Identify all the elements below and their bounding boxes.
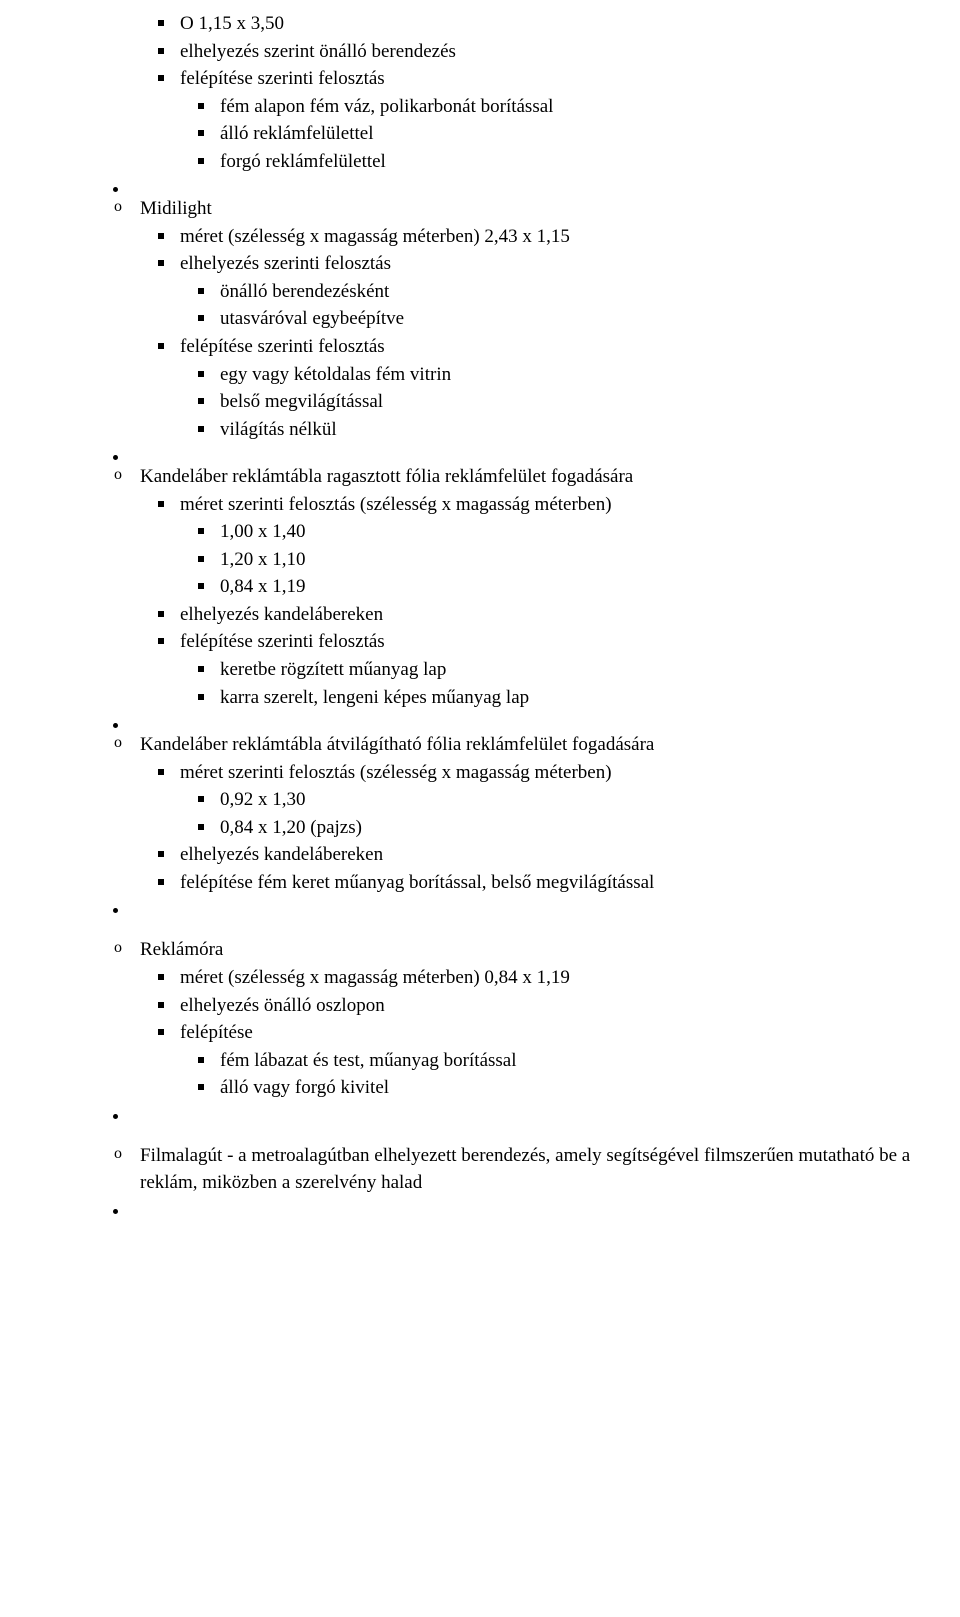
bullet-spacer	[130, 711, 940, 731]
list-sub-item: forgó reklámfelülettel	[180, 148, 940, 176]
list-text: felépítése szerinti felosztás	[180, 336, 385, 357]
section-midilight: Midilight méret (szélesség x magasság mé…	[100, 195, 940, 443]
list-text: 0,92 x 1,30	[220, 789, 306, 810]
list-item: felépítése szerinti felosztás keretbe rö…	[140, 628, 940, 711]
list-sub-item: világítás nélkül	[180, 416, 940, 444]
list-sub-item: önálló berendezésként	[180, 278, 940, 306]
list-text: 1,20 x 1,10	[220, 549, 306, 570]
bullet-spacer	[130, 896, 940, 916]
list-text: elhelyezés kandelábereken	[180, 844, 383, 865]
list-item: méret szerinti felosztás (szélesség x ma…	[140, 491, 940, 601]
list-text: méret szerinti felosztás (szélesség x ma…	[180, 494, 612, 515]
list-text: fém alapon fém váz, polikarbonát borítás…	[220, 96, 553, 117]
list-text: egy vagy kétoldalas fém vitrin	[220, 364, 451, 385]
list-text: felépítése	[180, 1022, 253, 1043]
section-kandelaber-ragasztott: Kandeláber reklámtábla ragasztott fólia …	[100, 463, 940, 711]
list-text: 0,84 x 1,20 (pajzs)	[220, 817, 362, 838]
list-sub-item: 0,84 x 1,20 (pajzs)	[180, 814, 940, 842]
section-kandelaber-atvilagithato: Kandeláber reklámtábla átvilágítható fól…	[100, 731, 940, 896]
list-text: elhelyezés önálló oszlopon	[180, 995, 385, 1016]
list-sub-item: egy vagy kétoldalas fém vitrin	[180, 361, 940, 389]
list-sub-item: keretbe rögzített műanyag lap	[180, 656, 940, 684]
list-item: O 1,15 x 3,50	[140, 10, 940, 38]
list-sub-item: 1,00 x 1,40	[180, 518, 940, 546]
bullet-spacer	[130, 443, 940, 463]
list-sub-item: álló vagy forgó kivitel	[180, 1074, 940, 1102]
list-item: elhelyezés kandelábereken	[140, 601, 940, 629]
list-item: elhelyezés kandelábereken	[140, 841, 940, 869]
list-text: világítás nélkül	[220, 419, 337, 440]
list-item: méret (szélesség x magasság méterben) 2,…	[140, 223, 940, 251]
bullet-spacer	[130, 175, 940, 195]
section-title: Kandeláber reklámtábla ragasztott fólia …	[140, 466, 633, 487]
list-item: felépítése fém keret műanyag borítással,…	[140, 869, 940, 897]
list-text: elhelyezés szerint önálló berendezés	[180, 41, 456, 62]
list-text: forgó reklámfelülettel	[220, 151, 386, 172]
list-item: méret (szélesség x magasság méterben) 0,…	[140, 964, 940, 992]
list-sub-item: 0,92 x 1,30	[180, 786, 940, 814]
list-sub-item: belső megvilágítással	[180, 388, 940, 416]
list-text: méret (szélesség x magasság méterben) 2,…	[180, 226, 570, 247]
section-title: Filmalagút - a metroalagútban elhelyezet…	[140, 1145, 910, 1194]
section-filmalagut: Filmalagút - a metroalagútban elhelyezet…	[100, 1142, 940, 1197]
list-item: elhelyezés önálló oszlopon	[140, 992, 940, 1020]
list-sub-item: fém lábazat és test, műanyag borítással	[180, 1047, 940, 1075]
list-sub-item: álló reklámfelülettel	[180, 120, 940, 148]
list-sub-item: fém alapon fém váz, polikarbonát borítás…	[180, 93, 940, 121]
list-text: 0,84 x 1,19	[220, 576, 306, 597]
section-title: Reklámóra	[140, 939, 223, 960]
bullet-spacer	[130, 1102, 940, 1122]
list-item: elhelyezés szerint önálló berendezés	[140, 38, 940, 66]
document-root: O 1,15 x 3,50 elhelyezés szerint önálló …	[20, 10, 940, 1217]
list-sub-item: 1,20 x 1,10	[180, 546, 940, 574]
list-sub-item: 0,84 x 1,19	[180, 573, 940, 601]
section-title: Kandeláber reklámtábla átvilágítható fól…	[140, 734, 654, 755]
bullet-spacer	[130, 1197, 940, 1217]
list-text: álló reklámfelülettel	[220, 123, 374, 144]
list-text: belső megvilágítással	[220, 391, 383, 412]
list-item: elhelyezés szerinti felosztás önálló ber…	[140, 250, 940, 333]
list-item: méret szerinti felosztás (szélesség x ma…	[140, 759, 940, 842]
list-text: méret szerinti felosztás (szélesség x ma…	[180, 762, 612, 783]
list-text: felépítése fém keret műanyag borítással,…	[180, 872, 654, 893]
section-continuation: O 1,15 x 3,50 elhelyezés szerint önálló …	[100, 10, 940, 175]
list-item: felépítése fém lábazat és test, műanyag …	[140, 1019, 940, 1102]
list-text: álló vagy forgó kivitel	[220, 1077, 389, 1098]
section-reklamora: Reklámóra méret (szélesség x magasság mé…	[100, 936, 940, 1101]
section-title: Midilight	[140, 198, 212, 219]
list-text: keretbe rögzített műanyag lap	[220, 659, 446, 680]
list-text: utasváróval egybeépítve	[220, 308, 404, 329]
list-item: felépítése szerinti felosztás fém alapon…	[140, 65, 940, 175]
list-text: O 1,15 x 3,50	[180, 13, 284, 34]
list-text: elhelyezés kandelábereken	[180, 604, 383, 625]
list-text: karra szerelt, lengeni képes műanyag lap	[220, 687, 529, 708]
list-text: elhelyezés szerinti felosztás	[180, 253, 391, 274]
list-text: 1,00 x 1,40	[220, 521, 306, 542]
list-item: felépítése szerinti felosztás egy vagy k…	[140, 333, 940, 443]
list-sub-item: utasváróval egybeépítve	[180, 305, 940, 333]
list-text: felépítése szerinti felosztás	[180, 631, 385, 652]
list-text: felépítése szerinti felosztás	[180, 68, 385, 89]
list-text: méret (szélesség x magasság méterben) 0,…	[180, 967, 570, 988]
list-text: önálló berendezésként	[220, 281, 389, 302]
list-text: fém lábazat és test, műanyag borítással	[220, 1050, 517, 1071]
list-sub-item: karra szerelt, lengeni képes műanyag lap	[180, 684, 940, 712]
